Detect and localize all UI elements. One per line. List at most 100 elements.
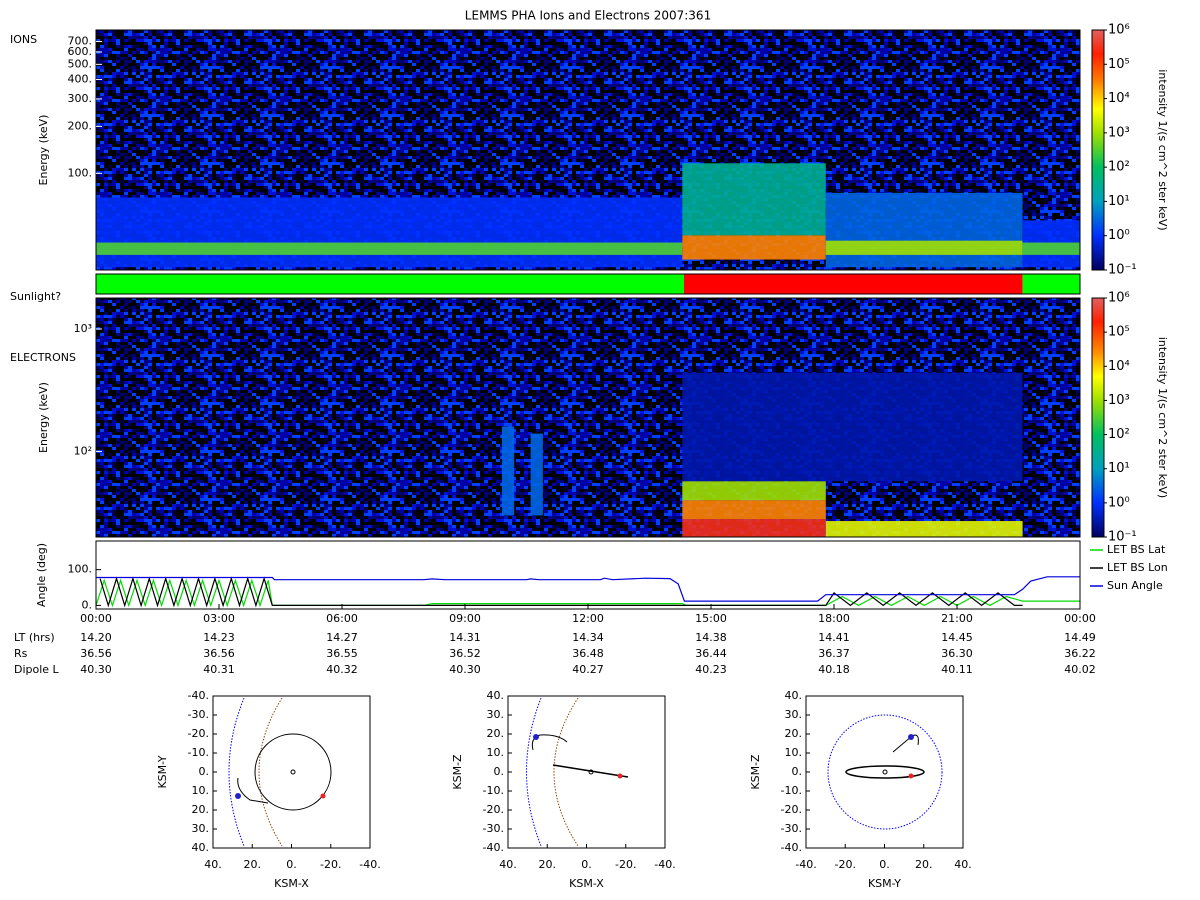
- intensity-region: [682, 235, 826, 260]
- ephemeris-label: Rs: [14, 647, 28, 660]
- colorbar-tick-label: 10⁵: [1108, 325, 1130, 340]
- x-tick-label: 20.: [244, 858, 262, 871]
- y-tick-label: -10.: [188, 746, 209, 759]
- y-tick-label: 30.: [192, 822, 210, 835]
- y-tick-label: 10.: [785, 746, 803, 759]
- ephemeris-value: 40.18: [818, 663, 850, 676]
- ephemeris-value: 40.11: [941, 663, 973, 676]
- y-axis-label: Angle (deg): [35, 543, 48, 607]
- panel-frame: [95, 29, 1081, 271]
- colorbar-tick-label: 10⁴: [1108, 91, 1130, 106]
- orbit-shapes: [228, 697, 943, 847]
- trajectory: [531, 734, 568, 751]
- x-tick-label: 0.: [581, 858, 592, 871]
- ephemeris-value: 14.31: [449, 631, 481, 644]
- intensity-region: [96, 242, 683, 255]
- y-tick-label: 0.: [792, 765, 803, 778]
- magnetopause: [827, 714, 943, 830]
- panel-label: ELECTRONS: [10, 351, 76, 364]
- y-tick-label: -30.: [781, 822, 802, 835]
- y-tick-label: 10.: [192, 784, 210, 797]
- intensity-region: [682, 372, 1023, 482]
- position-marker: [320, 793, 326, 799]
- x-tick-label: 03:00: [203, 612, 235, 625]
- y-axis-label: Energy (keV): [37, 382, 50, 453]
- ephemeris-value: 40.31: [203, 663, 235, 676]
- planet: [290, 769, 296, 775]
- y-tick-label: 10³: [74, 322, 92, 335]
- legend-label: LET BS Lat: [1107, 543, 1166, 556]
- y-tick-label: -40.: [188, 689, 209, 702]
- legend-label: Sun Angle: [1107, 579, 1163, 592]
- intensity-region: [682, 481, 826, 501]
- ephemeris-value: 40.27: [572, 663, 604, 676]
- colorbar-tick-label: 10⁰: [1108, 495, 1130, 510]
- ephemeris-value: 36.56: [203, 647, 235, 660]
- x-tick-label: 40.: [204, 858, 222, 871]
- y-tick-label: -40.: [781, 841, 802, 854]
- y-tick-label: -40.: [483, 841, 504, 854]
- x-tick-label: 12:00: [572, 612, 604, 625]
- series-line: [96, 576, 1080, 602]
- x-axis-label: KSM-X: [274, 877, 309, 890]
- colorbar-tick-label: 10⁶: [1108, 291, 1130, 306]
- orbit: [254, 733, 332, 811]
- y-tick-label: 20.: [487, 727, 505, 740]
- ephemeris-value: 14.20: [80, 631, 112, 644]
- ephemeris-value: 36.55: [326, 647, 358, 660]
- y-axis-label: KSM-Y: [156, 755, 169, 788]
- y-tick-label: 0.: [82, 598, 93, 611]
- ephemeris-value: 14.34: [572, 631, 604, 644]
- x-axis-label: KSM-X: [569, 877, 604, 890]
- y-tick-label: -20.: [781, 803, 802, 816]
- y-tick-label: 100.: [68, 166, 93, 179]
- y-tick-label: 40.: [785, 689, 803, 702]
- colorbar-tick-label: 10¹: [1108, 194, 1130, 209]
- y-tick-label: 0.: [199, 765, 210, 778]
- y-tick-label: 30.: [487, 708, 505, 721]
- trajectory: [237, 777, 269, 804]
- position-marker: [908, 773, 914, 779]
- colorbar: [1091, 29, 1105, 271]
- ephemeris-label: LT (hrs): [14, 631, 55, 644]
- x-tick-label: 20.: [915, 858, 933, 871]
- planet: [882, 769, 888, 775]
- ephemeris-value: 40.30: [449, 663, 481, 676]
- colorbar-label: intensity 1/(s cm^2 ster keV): [1156, 69, 1169, 230]
- y-tick-label: -10.: [781, 784, 802, 797]
- x-tick-label: 0.: [879, 858, 890, 871]
- ephemeris-value: 14.41: [818, 631, 850, 644]
- sunlight-segment: [1022, 274, 1080, 294]
- colorbar-tick-label: 10⁶: [1108, 23, 1130, 38]
- colorbar-tick-label: 10⁴: [1108, 359, 1130, 374]
- ephemeris-value: 36.56: [80, 647, 112, 660]
- x-tick-label: 06:00: [326, 612, 358, 625]
- ephemeris-value: 40.30: [80, 663, 112, 676]
- x-tick-label: 15:00: [695, 612, 727, 625]
- y-tick-label: 200.: [68, 119, 93, 132]
- ephemeris-label: Dipole L: [14, 663, 60, 676]
- spacecraft: [235, 793, 241, 799]
- x-tick-label: -20.: [615, 858, 636, 871]
- ephemeris-value: 14.23: [203, 631, 235, 644]
- colorbar: [1091, 297, 1105, 538]
- x-tick-label: 0.: [286, 858, 297, 871]
- ephemeris-value: 14.27: [326, 631, 358, 644]
- ephemeris-value: 36.44: [695, 647, 727, 660]
- colorbar-tick-label: 10⁵: [1108, 57, 1130, 72]
- y-tick-label: 600.: [68, 45, 93, 58]
- y-axis-label: Energy (keV): [37, 115, 50, 186]
- y-tick-label: 700.: [68, 35, 93, 48]
- colorbar-label: intensity 1/(s cm^2 ster keV): [1156, 337, 1169, 498]
- intensity-region: [825, 521, 1023, 537]
- ephemeris-value: 40.32: [326, 663, 358, 676]
- y-tick-label: 100.: [68, 563, 93, 576]
- y-axis-label: KSM-Z: [451, 754, 464, 790]
- x-tick-label: -20.: [835, 858, 856, 871]
- x-tick-label: 21:00: [941, 612, 973, 625]
- spacecraft: [533, 734, 539, 740]
- intensity-region: [682, 519, 826, 537]
- position-marker: [617, 773, 623, 779]
- panel-frame: [95, 297, 1081, 538]
